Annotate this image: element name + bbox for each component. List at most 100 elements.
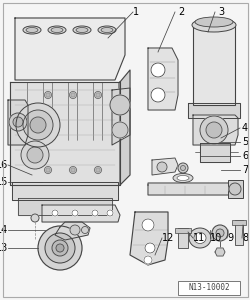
Text: 14: 14 bbox=[0, 225, 8, 235]
Circle shape bbox=[180, 166, 185, 170]
Bar bbox=[192, 25, 234, 105]
Ellipse shape bbox=[73, 26, 91, 34]
Ellipse shape bbox=[191, 18, 235, 32]
Circle shape bbox=[44, 167, 51, 173]
Circle shape bbox=[150, 63, 164, 77]
Ellipse shape bbox=[194, 17, 232, 27]
Text: 1: 1 bbox=[132, 7, 138, 17]
Circle shape bbox=[94, 92, 101, 98]
Ellipse shape bbox=[48, 26, 66, 34]
Polygon shape bbox=[148, 48, 177, 110]
Circle shape bbox=[215, 229, 223, 237]
Circle shape bbox=[30, 117, 46, 133]
Circle shape bbox=[9, 113, 27, 131]
Polygon shape bbox=[152, 158, 177, 175]
Text: N13-10002: N13-10002 bbox=[188, 284, 229, 292]
Polygon shape bbox=[214, 248, 224, 256]
Circle shape bbox=[144, 256, 152, 264]
Circle shape bbox=[52, 210, 58, 216]
Text: 15: 15 bbox=[0, 177, 8, 187]
Circle shape bbox=[110, 95, 130, 115]
Circle shape bbox=[112, 122, 128, 138]
Polygon shape bbox=[15, 18, 124, 80]
Circle shape bbox=[69, 167, 76, 173]
Circle shape bbox=[38, 226, 82, 270]
Circle shape bbox=[96, 93, 100, 97]
Ellipse shape bbox=[100, 28, 112, 32]
Text: 4: 4 bbox=[241, 123, 247, 133]
Circle shape bbox=[45, 233, 75, 263]
Text: 8: 8 bbox=[241, 233, 247, 243]
Polygon shape bbox=[120, 70, 130, 185]
Ellipse shape bbox=[51, 28, 63, 32]
Circle shape bbox=[228, 183, 240, 195]
Circle shape bbox=[96, 168, 100, 172]
Polygon shape bbox=[192, 115, 237, 145]
Polygon shape bbox=[112, 88, 130, 145]
Ellipse shape bbox=[76, 28, 88, 32]
Text: 9: 9 bbox=[226, 233, 232, 243]
Circle shape bbox=[106, 210, 112, 216]
Circle shape bbox=[92, 210, 98, 216]
Circle shape bbox=[81, 226, 88, 233]
Bar bbox=[177, 228, 187, 248]
Circle shape bbox=[13, 117, 23, 127]
Polygon shape bbox=[8, 100, 28, 145]
Circle shape bbox=[205, 122, 221, 138]
Circle shape bbox=[199, 116, 227, 144]
Ellipse shape bbox=[23, 26, 41, 34]
Bar bbox=[234, 220, 242, 245]
Circle shape bbox=[94, 167, 101, 173]
Bar bbox=[231, 220, 245, 225]
Ellipse shape bbox=[98, 26, 116, 34]
Circle shape bbox=[27, 147, 43, 163]
Circle shape bbox=[150, 88, 164, 102]
Circle shape bbox=[156, 162, 166, 172]
Ellipse shape bbox=[176, 176, 188, 181]
Circle shape bbox=[46, 93, 50, 97]
Polygon shape bbox=[148, 183, 234, 195]
Polygon shape bbox=[187, 103, 239, 118]
Text: 5: 5 bbox=[241, 137, 247, 147]
Circle shape bbox=[56, 244, 64, 252]
Polygon shape bbox=[10, 82, 120, 185]
Circle shape bbox=[23, 110, 53, 140]
Polygon shape bbox=[42, 205, 119, 222]
Ellipse shape bbox=[193, 232, 205, 244]
Text: 10: 10 bbox=[209, 233, 221, 243]
Text: 7: 7 bbox=[241, 165, 247, 175]
Polygon shape bbox=[199, 143, 229, 162]
Bar bbox=[177, 281, 239, 295]
Text: 3: 3 bbox=[217, 7, 223, 17]
Circle shape bbox=[71, 168, 75, 172]
Text: 11: 11 bbox=[192, 233, 204, 243]
Bar bbox=[174, 228, 190, 233]
Polygon shape bbox=[18, 198, 112, 215]
Circle shape bbox=[69, 92, 76, 98]
Text: 13: 13 bbox=[0, 243, 8, 253]
Circle shape bbox=[44, 92, 51, 98]
Ellipse shape bbox=[172, 173, 192, 182]
Text: 2: 2 bbox=[177, 7, 184, 17]
Circle shape bbox=[144, 243, 154, 253]
Text: 12: 12 bbox=[161, 233, 174, 243]
Circle shape bbox=[52, 240, 68, 256]
Text: 6: 6 bbox=[241, 151, 247, 161]
Ellipse shape bbox=[26, 28, 38, 32]
Polygon shape bbox=[12, 182, 118, 200]
Polygon shape bbox=[55, 222, 90, 240]
Text: 16: 16 bbox=[0, 160, 8, 170]
Ellipse shape bbox=[188, 228, 210, 248]
Circle shape bbox=[211, 225, 227, 241]
Circle shape bbox=[177, 163, 187, 173]
Circle shape bbox=[21, 141, 49, 169]
Circle shape bbox=[72, 210, 78, 216]
Circle shape bbox=[46, 168, 50, 172]
Polygon shape bbox=[130, 212, 167, 265]
Circle shape bbox=[71, 93, 75, 97]
Circle shape bbox=[31, 214, 39, 222]
Bar bbox=[227, 180, 242, 198]
Circle shape bbox=[16, 103, 60, 147]
Circle shape bbox=[142, 219, 154, 231]
Circle shape bbox=[70, 225, 80, 235]
